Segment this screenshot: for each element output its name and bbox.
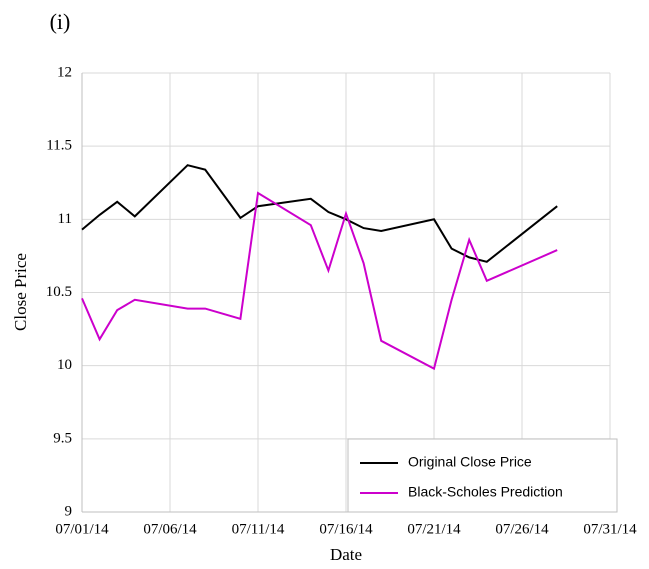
x-tick-label: 07/16/14 [319,521,373,537]
x-tick-label: 07/21/14 [407,521,461,537]
y-tick-label: 9.5 [53,430,72,446]
x-tick-label: 07/11/14 [232,521,285,537]
y-tick-label: 10 [57,357,72,373]
y-tick-label: 10.5 [46,284,72,300]
x-tick-label: 07/01/14 [55,521,109,537]
x-axis-label: Date [330,545,362,564]
x-tick-label: 07/26/14 [495,521,549,537]
x-tick-label: 07/06/14 [143,521,197,537]
legend-label: Original Close Price [408,454,532,470]
series-line [81,164,558,263]
y-axis-label: Close Price [11,253,30,331]
y-tick-label: 12 [57,64,72,80]
legend-box [347,438,618,513]
y-tick-label: 9 [65,503,73,519]
panel-label: (i) [50,9,71,34]
legend-label: Black-Scholes Prediction [408,484,563,500]
y-tick-label: 11 [58,211,72,227]
series-line [81,191,558,371]
legend: Original Close Price Black-Scholes Predic… [347,438,618,513]
x-tick-label: 07/31/14 [583,521,637,537]
y-tick-label: 11.5 [46,138,72,154]
